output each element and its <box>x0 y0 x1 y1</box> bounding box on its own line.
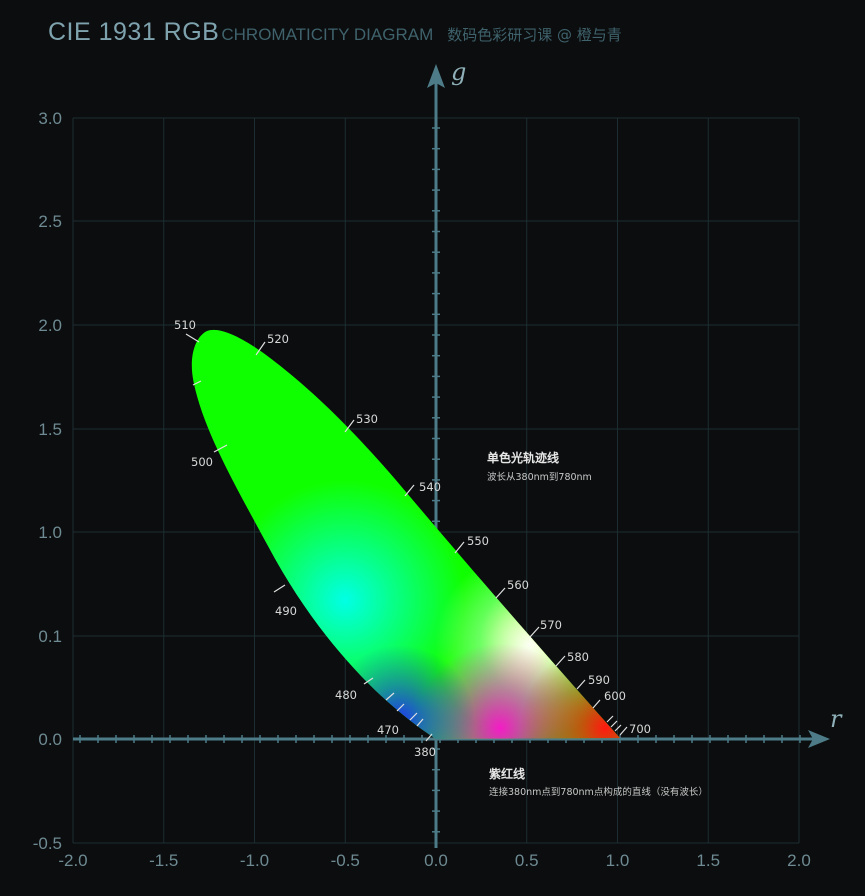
wavelength-tick <box>273 584 286 593</box>
purple-line-annotation: 紫红线 连接380nm点到780nm点构成的直线（没有波长） <box>489 766 708 798</box>
x-tick-label: -0.5 <box>331 851 360 870</box>
wavelength-tick <box>454 541 465 554</box>
purple-line-title: 紫红线 <box>489 766 525 781</box>
wavelength-tick <box>576 679 586 690</box>
y-tick-label: 1.5 <box>38 420 62 439</box>
wavelength-label: 570 <box>540 618 562 632</box>
wavelength-label: 500 <box>191 455 213 469</box>
wavelength-tick <box>363 677 374 685</box>
wavelength-tick <box>592 699 601 709</box>
wavelength-ticks <box>185 333 628 742</box>
wavelength-tick <box>555 655 566 667</box>
r-axis-letter: r <box>830 705 843 733</box>
y-tick-label: 1.0 <box>38 523 62 542</box>
wavelength-tick <box>185 333 200 343</box>
wavelength-minor-tick <box>610 720 618 728</box>
wavelength-label: 560 <box>507 578 529 592</box>
x-tick-label: -1.0 <box>240 851 269 870</box>
axis-tick-labels: -2.0 -1.5 -1.0 -0.5 0.0 0.5 1.0 1.5 2.0 3.0 2.5 2.0… <box>33 109 811 870</box>
x-tick-label: 0.0 <box>424 851 448 870</box>
wavelength-label: 480 <box>335 688 357 702</box>
wavelength-label: 520 <box>267 332 289 346</box>
wavelength-label: 700 <box>629 722 651 736</box>
wavelength-tick <box>344 419 355 433</box>
y-tick-label: -0.5 <box>33 834 62 853</box>
spectral-locus-annotation: 单色光轨迹线 波长从380nm到780nm <box>487 450 592 483</box>
wavelength-label: 540 <box>419 480 441 494</box>
x-tick-label: 1.5 <box>696 851 720 870</box>
x-tick-label: 1.0 <box>606 851 630 870</box>
spectral-locus-subtitle: 波长从380nm到780nm <box>487 471 592 483</box>
wavelength-label: 590 <box>588 673 610 687</box>
wavelength-tick <box>213 444 228 453</box>
x-tick-label: 2.0 <box>787 851 811 870</box>
wavelength-tick <box>396 703 405 712</box>
x-tick-label: 0.5 <box>515 851 539 870</box>
wavelength-minor-tick <box>409 712 418 721</box>
y-tick-label: 3.0 <box>38 109 62 128</box>
purple-line-subtitle: 连接380nm点到780nm点构成的直线（没有波长） <box>489 786 708 798</box>
y-tick-label: 2.0 <box>38 316 62 335</box>
y-tick-label: 0.1 <box>38 627 62 646</box>
diagram-title: CIE 1931 RGB CHROMATICITY DIAGRAM 数码色彩研习课 … <box>48 18 622 48</box>
wavelength-minor-tick <box>606 715 614 723</box>
g-axis-letter: g <box>451 58 466 86</box>
spectral-locus-title: 单色光轨迹线 <box>487 450 559 465</box>
wavelength-label: 600 <box>604 689 626 703</box>
x-tick-label: -1.5 <box>149 851 178 870</box>
wavelength-labels: 510 520 530 540 550 560 570 580 590 600 700 500 490 4… <box>174 318 651 759</box>
r-axis-arrow <box>808 730 830 748</box>
title-main: CIE 1931 RGB <box>48 18 220 46</box>
title-credit: 数码色彩研习课 @ 橙与青 <box>447 26 622 44</box>
wavelength-minor-tick <box>614 724 622 732</box>
x-tick-label: -2.0 <box>58 851 87 870</box>
wavelength-label: 380 <box>414 745 436 759</box>
g-axis-arrow <box>427 64 445 88</box>
wavelength-label: 470 <box>377 723 399 737</box>
wavelength-label: 580 <box>567 650 589 664</box>
wavelength-tick <box>619 726 628 736</box>
wavelength-label: 490 <box>275 604 297 618</box>
title-sub: CHROMATICITY DIAGRAM <box>221 25 434 44</box>
wavelength-tick <box>404 484 415 497</box>
y-tick-label: 2.5 <box>38 212 62 231</box>
wavelength-label: 550 <box>467 534 489 548</box>
wavelength-label: 510 <box>174 318 196 332</box>
wavelength-minor-tick <box>416 718 424 727</box>
spectral-locus-gamut <box>191 329 620 739</box>
wavelength-tick <box>425 733 433 742</box>
wavelength-tick <box>255 341 266 356</box>
wavelength-tick <box>495 587 506 599</box>
y-tick-label: 0.0 <box>38 730 62 749</box>
wavelength-tick <box>529 626 540 638</box>
wavelength-minor-tick <box>192 380 202 386</box>
wavelength-minor-tick <box>385 692 395 701</box>
wavelength-label: 530 <box>356 412 378 426</box>
